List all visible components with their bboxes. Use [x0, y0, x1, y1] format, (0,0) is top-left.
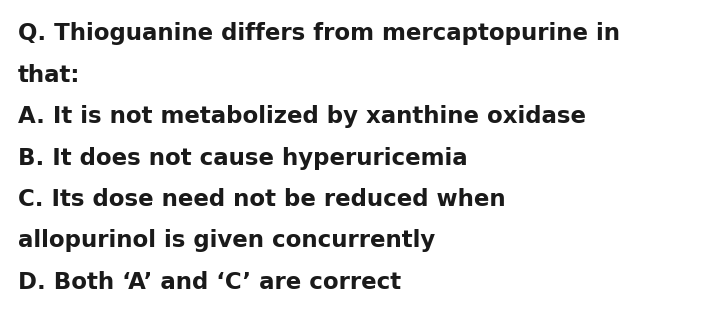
Text: B. It does not cause hyperuricemia: B. It does not cause hyperuricemia [18, 146, 467, 170]
Text: allopurinol is given concurrently: allopurinol is given concurrently [18, 229, 435, 253]
Text: A. It is not metabolized by xanthine oxidase: A. It is not metabolized by xanthine oxi… [18, 105, 586, 128]
Text: that:: that: [18, 64, 81, 86]
Text: D. Both ‘A’ and ‘C’ are correct: D. Both ‘A’ and ‘C’ are correct [18, 271, 401, 294]
Text: Q. Thioguanine differs from mercaptopurine in: Q. Thioguanine differs from mercaptopuri… [18, 22, 620, 45]
Text: C. Its dose need not be reduced when: C. Its dose need not be reduced when [18, 188, 505, 211]
